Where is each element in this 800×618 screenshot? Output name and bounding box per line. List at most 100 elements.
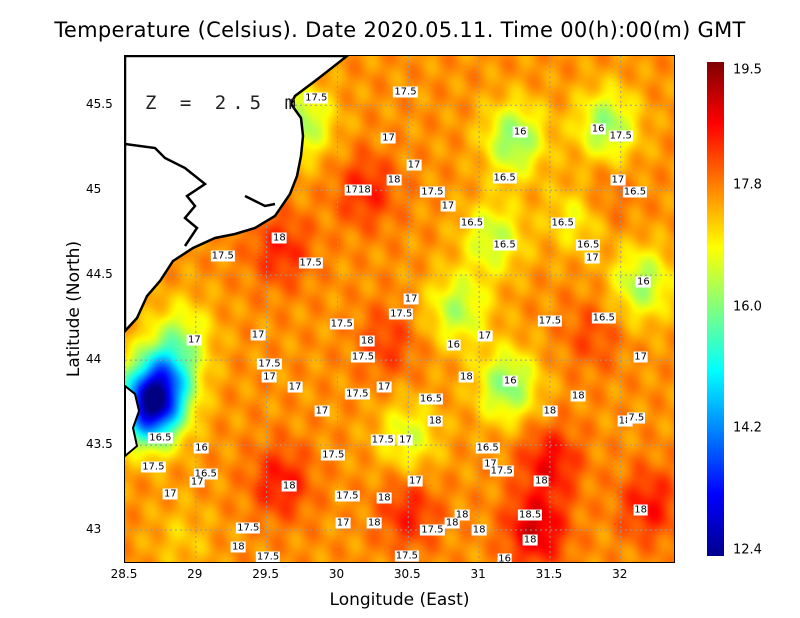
contour-label: 16 <box>590 123 606 135</box>
contour-label: 17.5 <box>420 186 445 198</box>
x-tick-label: 31.5 <box>535 567 563 581</box>
contour-label: 17.5 <box>329 318 354 330</box>
contour-label: 18 <box>281 480 297 492</box>
contour-label: 16.5 <box>418 393 444 405</box>
x-tick-label: 32 <box>612 567 628 581</box>
contour-label: 18 <box>359 335 375 347</box>
x-tick-label: 29.5 <box>252 567 279 581</box>
contour-label: 18 <box>471 524 487 536</box>
x-tick-label: 30.5 <box>393 567 421 581</box>
contour-label: 17 <box>633 351 648 363</box>
contour-label: 17 <box>376 381 392 393</box>
contour-label: 17 <box>610 174 626 186</box>
chart-title: Temperature (Celsius). Date 2020.05.11. … <box>54 18 746 42</box>
contour-label: 18 <box>534 475 549 487</box>
contour-label: 17.5 <box>255 551 281 563</box>
contour-label: 18 <box>458 371 474 383</box>
colorbar-tick-label: 19.5 <box>733 62 762 78</box>
contour-label: 16.5 <box>459 217 485 228</box>
y-tick-label: 45 <box>86 182 102 197</box>
y-tick-label: 44 <box>86 352 102 367</box>
contour-label: 17.5 <box>335 490 360 502</box>
contour-label: 17.5 <box>321 449 346 461</box>
y-axis-label: Latitude (North) <box>64 240 84 378</box>
colorbar-tick-label: 16.0 <box>733 299 762 315</box>
contour-label: 17.5 <box>345 388 370 400</box>
contour-label: 17.5 <box>210 250 235 262</box>
contour-label: 17 <box>440 200 456 211</box>
colorbar-tick-label: 12.4 <box>733 542 762 558</box>
land-sw <box>125 384 141 458</box>
contour-label: 17 <box>287 381 303 393</box>
contour-label: 17 <box>162 488 178 500</box>
contour-label: 17 <box>407 475 423 487</box>
contour-label: 17.5 <box>304 92 329 104</box>
map-plot-area: Z = 2.5 m 17.5 17.5 17 16 16 17.5 17 18 16.5 17 16… <box>124 55 675 563</box>
contour-label: 18 <box>617 415 633 427</box>
contour-label: 17 <box>585 252 600 264</box>
contour-label: 18 <box>454 509 470 521</box>
contour-label: 17 <box>381 132 396 144</box>
contour-label: 16 <box>497 553 512 563</box>
contour-label: 18 <box>633 504 648 516</box>
contour-label: 17.5 <box>236 522 261 534</box>
x-axis-label: Longitude (East) <box>329 590 470 610</box>
contour-label: 17 <box>335 517 351 529</box>
contour-label: 16.5 <box>492 239 517 251</box>
contour-label: 18.5 <box>517 509 543 521</box>
contour-label: 17 <box>477 330 493 342</box>
contour-label: 18 <box>427 415 443 427</box>
contour-label: 17 <box>483 458 498 470</box>
contour-label: 16.5 <box>622 186 648 198</box>
contour-label: 17.5 <box>298 257 323 269</box>
contour-label: 17 <box>403 293 419 305</box>
contour-label: 17.5 <box>257 358 282 370</box>
contour-label: 17.5 <box>608 130 633 142</box>
contour-label: 18 <box>272 232 287 244</box>
contour-label: 16.5 <box>193 468 218 480</box>
y-tick-label: 45.5 <box>86 97 113 112</box>
contour-label: 17 <box>189 476 205 488</box>
x-tick-label: 29 <box>187 567 203 581</box>
contour-label: 17 <box>262 371 277 383</box>
contour-label: 17 <box>314 405 330 417</box>
contour-label: 18 <box>366 517 382 529</box>
y-tick-label: 43.5 <box>86 437 113 452</box>
contour-label: 16 <box>512 126 528 138</box>
contour-label: 16 <box>446 339 461 351</box>
contour-label: 16.5 <box>550 217 575 228</box>
depth-label: Z = 2.5 m <box>145 92 302 114</box>
contour-label: 17.5 <box>350 351 376 363</box>
contour-label: 17.5 <box>537 315 563 327</box>
colorbar-tick-label: 14.2 <box>733 420 762 436</box>
contour-label: 17 <box>406 159 422 171</box>
contour-label: 17 <box>344 184 359 196</box>
contour-label: 17.5 <box>141 461 166 473</box>
contour-label: 17.5 <box>420 524 445 536</box>
land-mass <box>125 56 350 333</box>
contour-label: 17.5 <box>393 86 418 98</box>
contour-label: 18 <box>386 174 402 186</box>
contour-label: 16.5 <box>576 239 601 251</box>
map-overlay <box>125 56 674 562</box>
contour-label: 17.5 <box>489 465 514 477</box>
y-tick-label: 43 <box>86 522 102 537</box>
contour-label: 17.5 <box>389 308 414 320</box>
contour-label: 18 <box>444 517 460 529</box>
contour-label: 16.5 <box>148 432 173 444</box>
coast-detail <box>125 142 276 247</box>
contour-label: 18 <box>357 184 372 196</box>
contour-label: 17 <box>187 334 202 346</box>
contour-label: 18 <box>542 405 558 417</box>
contour-label: 7.5 <box>627 412 646 424</box>
y-tick-label: 44.5 <box>86 267 113 282</box>
contour-label: 18 <box>230 541 246 553</box>
contour-label: 17 <box>250 329 266 341</box>
contour-label: 16 <box>502 375 518 386</box>
contour-label: 16.5 <box>591 312 616 324</box>
x-tick-label: 30 <box>328 567 345 581</box>
contour-label: 17.5 <box>370 434 395 446</box>
colorbar-tick-label: 17.8 <box>733 177 762 193</box>
contour-label: 16.5 <box>492 172 517 184</box>
